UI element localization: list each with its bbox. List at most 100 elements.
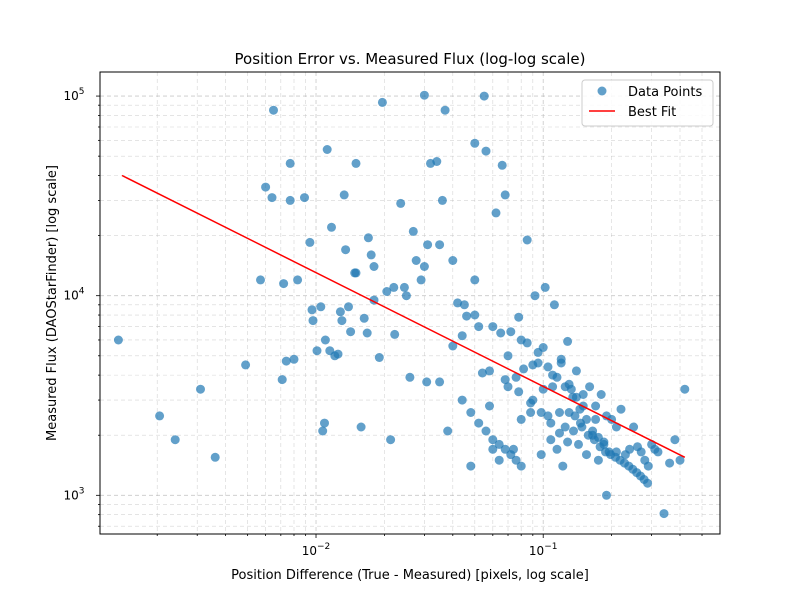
data-point bbox=[470, 138, 480, 148]
data-point bbox=[432, 157, 442, 166]
data-point bbox=[408, 226, 418, 236]
legend-box bbox=[581, 79, 714, 127]
data-point bbox=[339, 190, 349, 200]
data-point bbox=[289, 354, 299, 364]
data-point bbox=[494, 455, 504, 465]
data-point bbox=[558, 461, 568, 471]
data-point bbox=[437, 195, 447, 205]
data-point bbox=[570, 411, 580, 421]
data-point bbox=[281, 356, 291, 366]
data-point bbox=[320, 335, 330, 345]
data-point bbox=[555, 428, 564, 438]
x-tick-label: 10−1 bbox=[529, 542, 558, 558]
data-point bbox=[448, 341, 458, 351]
data-point bbox=[256, 275, 265, 285]
data-point bbox=[506, 327, 516, 337]
data-point bbox=[300, 193, 309, 203]
data-point bbox=[356, 422, 366, 432]
data-point bbox=[629, 422, 639, 432]
data-point bbox=[585, 382, 595, 392]
data-point bbox=[351, 158, 361, 168]
data-point bbox=[563, 437, 573, 447]
data-point bbox=[643, 478, 653, 488]
data-point bbox=[327, 222, 336, 232]
data-point bbox=[435, 377, 445, 387]
legend: Data Points Best Fit bbox=[581, 79, 714, 127]
data-point bbox=[625, 444, 635, 454]
data-point bbox=[506, 450, 516, 460]
data-point bbox=[457, 395, 467, 405]
data-point bbox=[485, 366, 494, 376]
data-point bbox=[316, 302, 326, 312]
data-point bbox=[474, 418, 484, 428]
data-point bbox=[305, 237, 315, 247]
data-point bbox=[399, 282, 409, 292]
data-point bbox=[670, 435, 680, 445]
data-point bbox=[571, 366, 581, 376]
data-point bbox=[488, 322, 498, 332]
data-point bbox=[453, 298, 463, 308]
data-point bbox=[457, 331, 467, 341]
data-point bbox=[401, 291, 411, 301]
data-point bbox=[155, 411, 165, 421]
data-point bbox=[363, 233, 373, 243]
data-point bbox=[405, 372, 415, 382]
data-point bbox=[511, 455, 521, 465]
x-axis-label: Position Difference (True - Measured) [p… bbox=[231, 568, 589, 583]
data-point bbox=[374, 353, 384, 362]
data-point bbox=[540, 282, 550, 292]
data-point bbox=[411, 256, 421, 265]
y-tick-label: 105 bbox=[63, 87, 84, 103]
data-point bbox=[552, 444, 562, 454]
data-point bbox=[474, 322, 484, 332]
data-point bbox=[530, 291, 540, 301]
data-point bbox=[578, 390, 588, 399]
data-point bbox=[312, 346, 322, 356]
data-point bbox=[500, 190, 510, 200]
data-point bbox=[516, 414, 526, 424]
data-point bbox=[494, 439, 504, 449]
best-fit-line-group bbox=[121, 174, 686, 458]
y-tick-label: 103 bbox=[63, 486, 84, 502]
data-point bbox=[241, 360, 251, 370]
data-point bbox=[369, 262, 379, 271]
data-point bbox=[526, 398, 536, 408]
data-point bbox=[479, 91, 489, 101]
data-point bbox=[503, 351, 513, 361]
data-point bbox=[543, 362, 553, 372]
data-point bbox=[589, 435, 599, 445]
data-point bbox=[390, 329, 400, 339]
data-point bbox=[346, 327, 356, 337]
data-point bbox=[170, 435, 180, 445]
data-point bbox=[419, 262, 429, 271]
data-point bbox=[470, 310, 480, 320]
data-point bbox=[511, 372, 521, 382]
data-point bbox=[659, 509, 669, 519]
data-point bbox=[500, 375, 510, 385]
x-axis-ticks: 10−2 10−1 bbox=[156, 534, 703, 558]
data-point bbox=[560, 422, 570, 432]
data-point bbox=[293, 275, 303, 285]
data-point bbox=[269, 105, 278, 115]
legend-marker-data-points bbox=[597, 86, 607, 96]
data-point bbox=[526, 408, 536, 417]
data-point bbox=[322, 145, 332, 154]
data-point bbox=[675, 455, 685, 465]
data-point bbox=[546, 435, 556, 445]
data-point bbox=[543, 411, 553, 421]
data-point bbox=[459, 300, 469, 310]
y-axis-ticks: 103 104 105 bbox=[63, 87, 100, 527]
data-point bbox=[582, 414, 591, 424]
data-point bbox=[533, 347, 543, 357]
data-point bbox=[596, 390, 606, 399]
data-point bbox=[563, 336, 573, 346]
data-point bbox=[536, 450, 546, 460]
data-point bbox=[359, 313, 369, 323]
data-point bbox=[522, 338, 532, 348]
data-point bbox=[267, 193, 277, 203]
data-point bbox=[636, 447, 646, 457]
data-point bbox=[362, 328, 372, 338]
data-point bbox=[582, 450, 591, 460]
data-point bbox=[575, 404, 585, 414]
data-point bbox=[318, 426, 328, 436]
